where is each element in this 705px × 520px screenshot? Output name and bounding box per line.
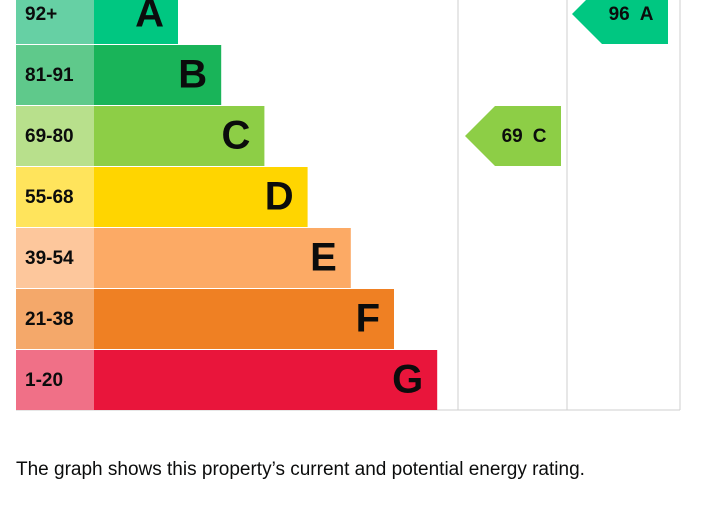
potential-score: 96 bbox=[609, 4, 630, 25]
range-label: 81-91 bbox=[25, 65, 74, 86]
range-cell bbox=[16, 228, 94, 288]
range-label: 92+ bbox=[25, 4, 57, 25]
range-label: 21-38 bbox=[25, 309, 74, 330]
range-cell bbox=[16, 45, 94, 105]
rating-letter: E bbox=[310, 236, 337, 280]
potential-arrow bbox=[572, 0, 668, 44]
range-label: 39-54 bbox=[25, 248, 74, 269]
rating-letter: F bbox=[356, 297, 380, 341]
current-score: 69 bbox=[502, 126, 523, 147]
rating-letter: D bbox=[265, 175, 294, 219]
rating-letter: A bbox=[135, 0, 164, 36]
rating-bar bbox=[94, 167, 308, 227]
potential-rating: A bbox=[640, 4, 654, 25]
rating-bar bbox=[94, 45, 222, 105]
rating-bar bbox=[94, 289, 394, 349]
rating-letter: C bbox=[222, 114, 251, 158]
current-arrow bbox=[465, 106, 561, 166]
current-label: 69 C bbox=[502, 126, 547, 147]
range-cell bbox=[16, 289, 94, 349]
caption: The graph shows this property’s current … bbox=[16, 459, 585, 480]
range-label: 69-80 bbox=[25, 126, 74, 147]
rating-letter: B bbox=[178, 53, 207, 97]
range-label: 1-20 bbox=[25, 370, 63, 391]
current-rating: C bbox=[533, 126, 547, 147]
rating-letter: G bbox=[392, 358, 423, 402]
range-cell bbox=[16, 167, 94, 227]
rating-bar bbox=[94, 350, 438, 410]
range-cell bbox=[16, 106, 94, 166]
range-cell bbox=[16, 0, 94, 44]
range-cell bbox=[16, 350, 94, 410]
rating-bar bbox=[94, 106, 265, 166]
rating-bar bbox=[94, 0, 178, 44]
potential-label: 96 A bbox=[609, 4, 654, 25]
range-label: 55-68 bbox=[25, 187, 74, 208]
rating-bar bbox=[94, 228, 351, 288]
